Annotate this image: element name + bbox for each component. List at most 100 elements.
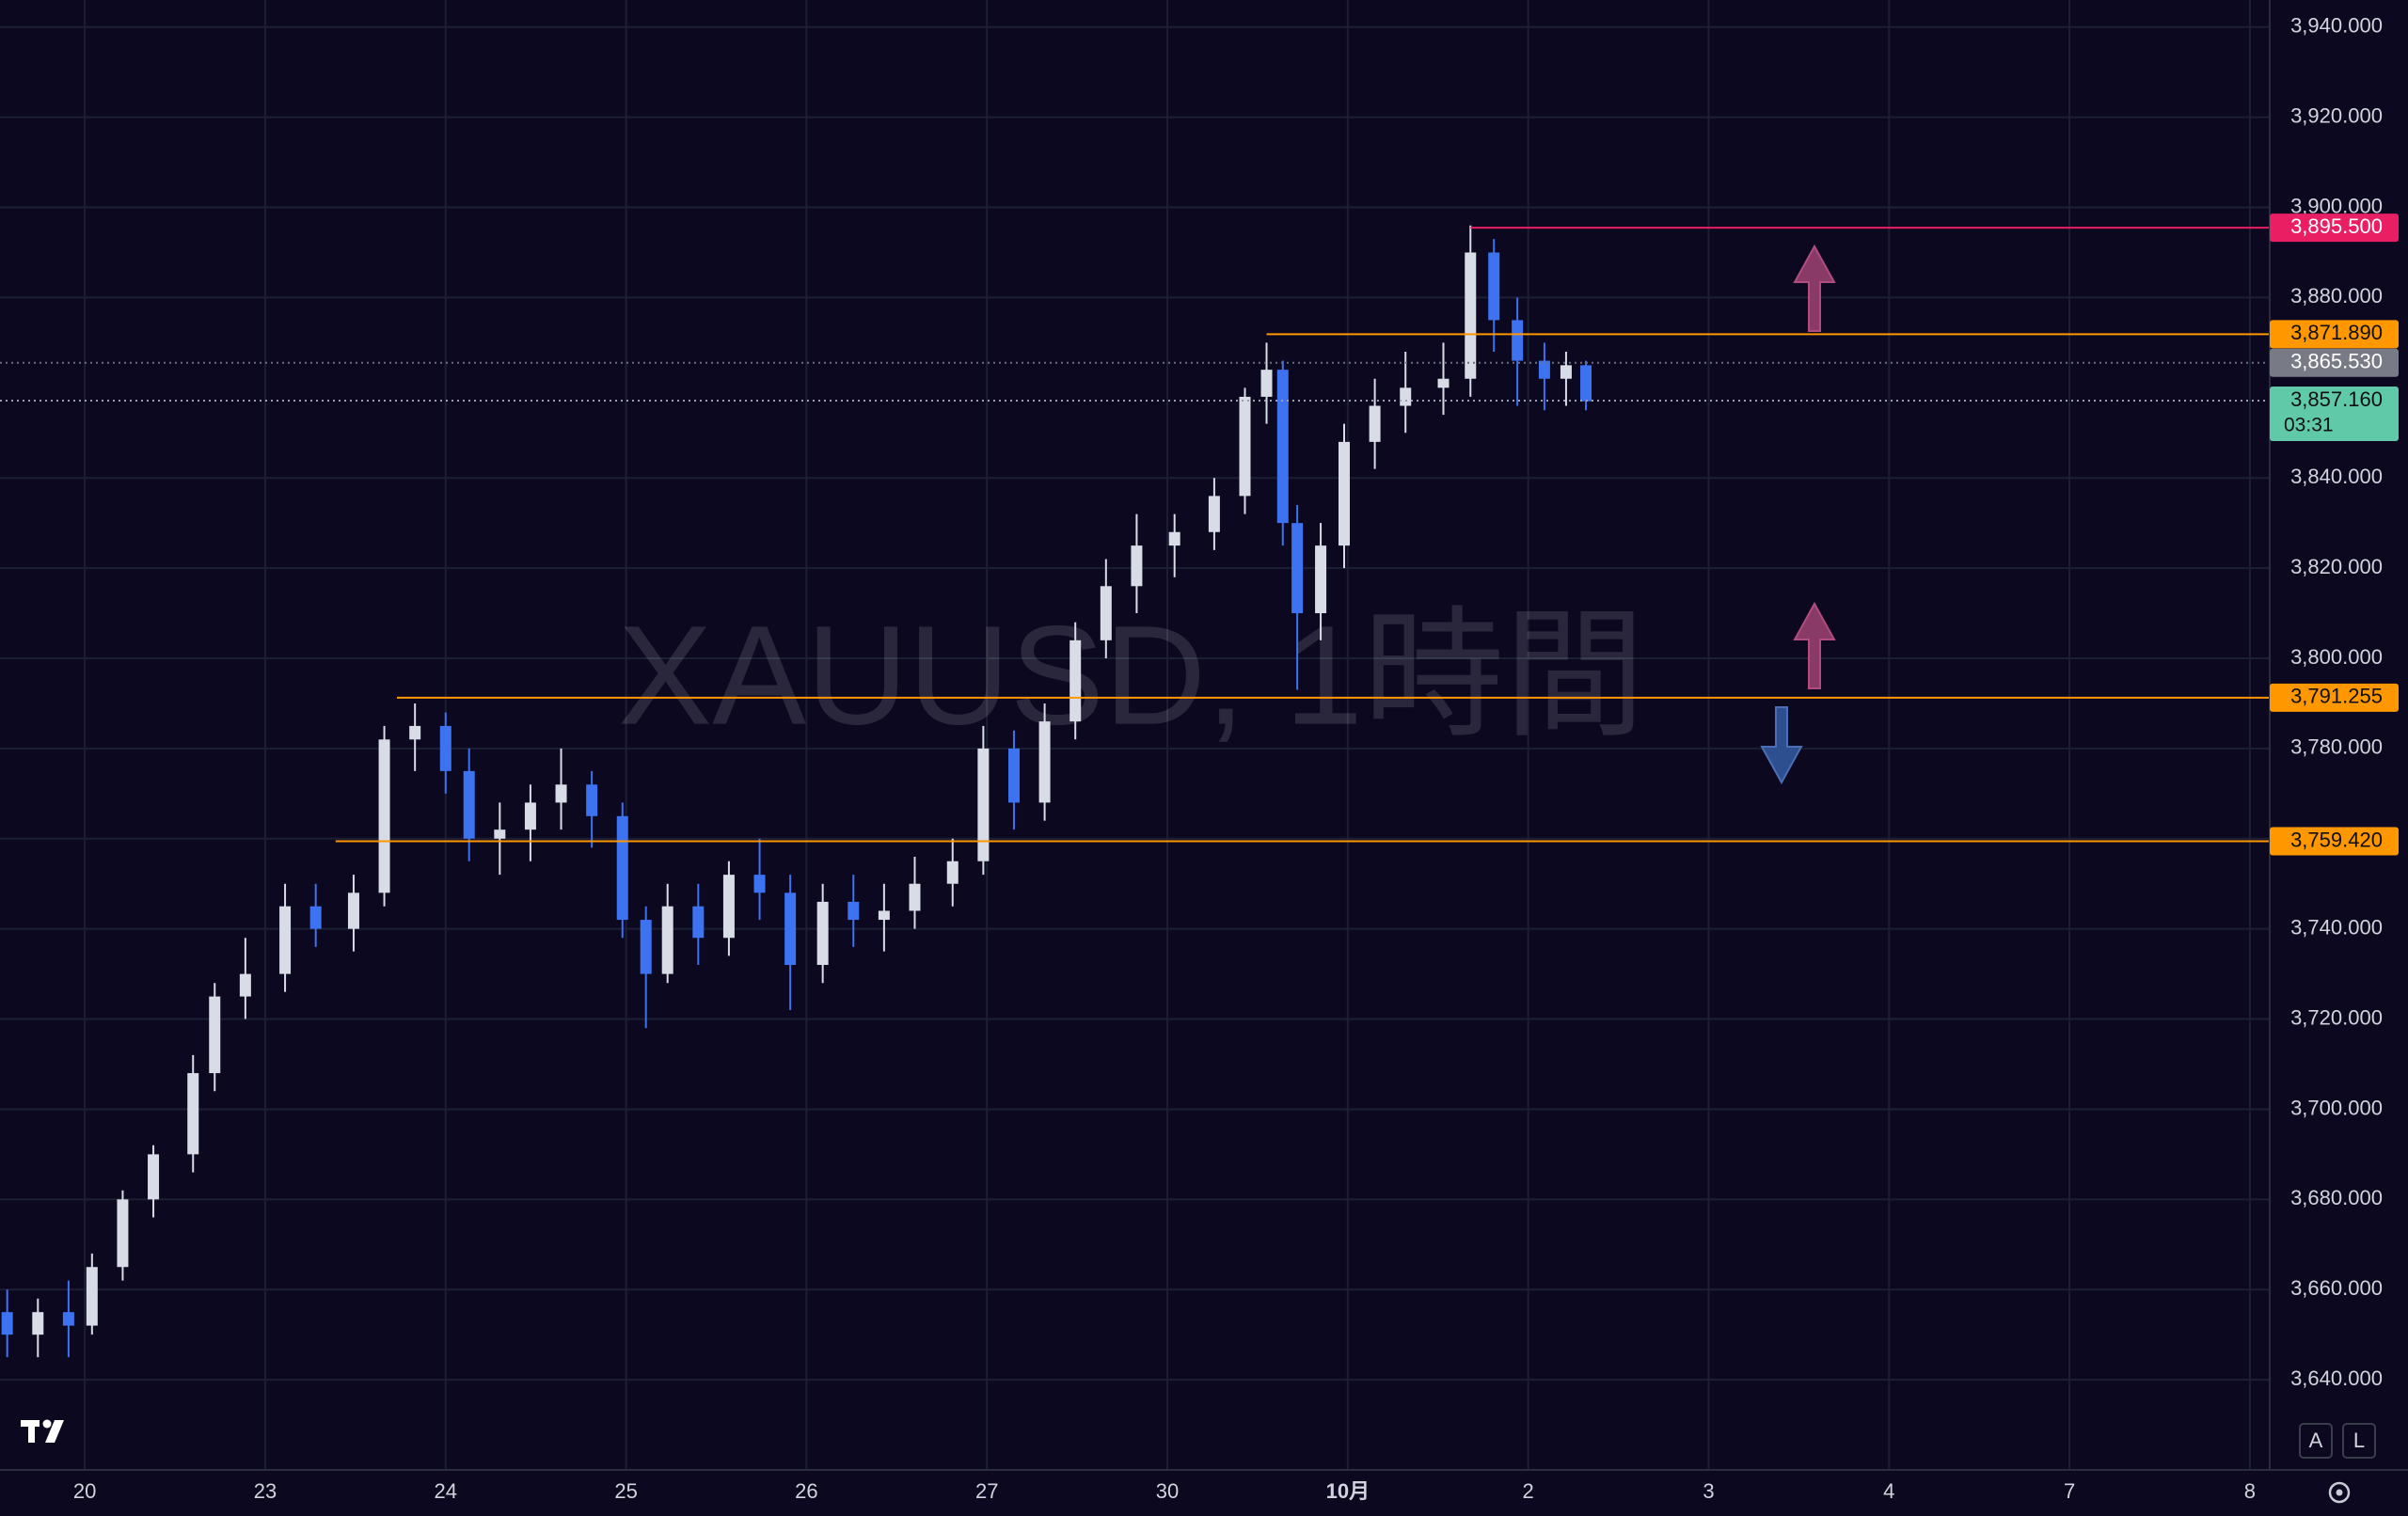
candle-body — [1131, 545, 1143, 587]
candle-body — [555, 784, 567, 803]
x-tick-label: 30 — [1156, 1479, 1179, 1503]
candle-body — [946, 861, 958, 884]
candle-body — [784, 892, 797, 966]
y-tick-label: 3,660.000 — [2290, 1276, 2383, 1300]
x-tick-label: 20 — [73, 1479, 96, 1503]
arrows — [1760, 244, 1836, 785]
x-tick-label: 4 — [1883, 1479, 1894, 1503]
y-tick-label: 3,740.000 — [2290, 915, 2383, 939]
candle-body — [117, 1199, 129, 1268]
candle-body — [1315, 545, 1327, 614]
candle-body — [1560, 365, 1572, 379]
y-tick-label: 3,940.000 — [2290, 14, 2383, 38]
candle-body — [309, 906, 322, 929]
candle-body — [909, 883, 921, 911]
candle-body — [279, 906, 292, 974]
price-label: 3,865.530 — [2290, 350, 2383, 373]
x-tick-label: 8 — [2244, 1479, 2256, 1503]
candle-body — [524, 802, 536, 830]
price-label: 3,857.160 — [2290, 387, 2383, 411]
candle-body — [32, 1312, 44, 1335]
price-label-bg — [2270, 213, 2399, 243]
price-label: 3,759.420 — [2290, 828, 2383, 851]
candle-body — [1100, 586, 1112, 640]
candle-body — [86, 1267, 98, 1326]
candle-body — [1007, 748, 1020, 803]
y-tick-label: 3,880.000 — [2290, 284, 2383, 308]
candle-body — [148, 1154, 160, 1200]
candle-body — [1465, 252, 1477, 379]
settings-icon[interactable] — [2328, 1481, 2351, 1504]
up-arrow — [1793, 601, 1836, 689]
price-label-bg — [2270, 683, 2399, 712]
price-label-bg — [2270, 386, 2399, 441]
candle-body — [848, 901, 860, 921]
y-tick-label: 3,820.000 — [2290, 555, 2383, 578]
candle-body — [977, 748, 990, 861]
candle-body — [62, 1312, 74, 1326]
x-tick-label: 10月 — [1326, 1479, 1370, 1503]
x-tick-label: 27 — [975, 1479, 998, 1503]
grid — [0, 0, 2270, 1470]
scale-button-label[interactable]: L — [2353, 1429, 2365, 1452]
x-tick-label: 3 — [1703, 1479, 1714, 1503]
candle-body — [616, 815, 628, 921]
candle-body — [1437, 378, 1450, 388]
y-tick-label: 3,700.000 — [2290, 1096, 2383, 1119]
candle-body — [1239, 396, 1251, 497]
candle-body — [722, 875, 735, 939]
y-tick-label: 3,920.000 — [2290, 103, 2383, 127]
candle-body — [187, 1073, 199, 1155]
up-arrow — [1793, 244, 1836, 332]
candle-body — [463, 770, 475, 839]
candle-body — [1580, 365, 1592, 402]
scale-button[interactable] — [2342, 1423, 2376, 1459]
candle-body — [640, 920, 652, 974]
price-label: 3,791.255 — [2290, 685, 2383, 708]
price-label: 3,871.890 — [2290, 321, 2383, 344]
scale-button-label[interactable]: A — [2309, 1429, 2323, 1452]
settings-icon-dot — [2336, 1489, 2343, 1496]
price-label-bg — [2270, 320, 2399, 349]
candle-body — [1538, 360, 1550, 379]
candle-body — [1512, 320, 1524, 361]
y-tick-label: 3,840.000 — [2290, 465, 2383, 488]
candle-body — [439, 725, 452, 771]
x-tick-label: 2 — [1523, 1479, 1534, 1503]
x-tick-label: 25 — [614, 1479, 637, 1503]
candle-body — [1260, 370, 1273, 397]
axes: 20 23 24 25 26 27 30 10月 2 3 4 7 83,640.0003,660.000… — [73, 14, 2399, 1503]
candle-body — [878, 910, 890, 921]
price-label: 3,895.500 — [2290, 214, 2383, 238]
countdown: 03:31 — [2284, 414, 2334, 435]
candle-body — [239, 973, 251, 997]
plot — [0, 225, 2270, 1358]
candle-body — [378, 739, 390, 893]
candle-body — [1400, 387, 1412, 406]
x-tick-label: 23 — [254, 1479, 277, 1503]
candle-body — [1488, 252, 1500, 321]
y-tick-label: 3,680.000 — [2290, 1186, 2383, 1209]
watermark: XAUUSD, 1時間 — [618, 596, 1645, 754]
candle-body — [209, 996, 221, 1074]
candle-body — [1208, 496, 1220, 532]
logo — [21, 1419, 64, 1443]
candle-body — [586, 784, 598, 816]
y-tick-label: 3,800.000 — [2290, 645, 2383, 669]
candle-body — [1038, 721, 1051, 803]
candle-body — [494, 829, 506, 839]
scale-button[interactable] — [2299, 1423, 2333, 1459]
x-tick-label: 26 — [795, 1479, 817, 1503]
price-label-bg — [2270, 827, 2399, 856]
price-label-bg — [2270, 348, 2399, 377]
candle-body — [347, 892, 359, 929]
candle-body — [1276, 370, 1289, 524]
candle-body — [661, 906, 673, 974]
x-tick-label: 24 — [435, 1479, 457, 1503]
y-tick-label: 3,780.000 — [2290, 735, 2383, 759]
x-tick-label: 7 — [2064, 1479, 2075, 1503]
y-tick-label: 3,720.000 — [2290, 1005, 2383, 1029]
candle-body — [753, 875, 766, 893]
